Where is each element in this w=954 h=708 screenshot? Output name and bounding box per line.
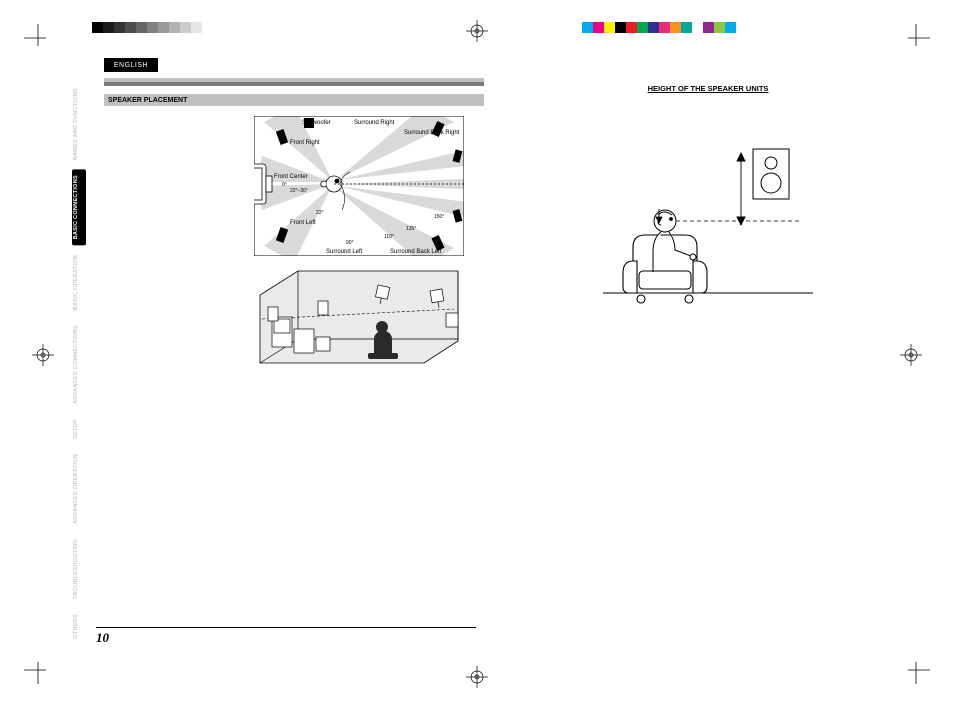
- page-number: 10: [96, 627, 476, 646]
- svg-text:Front Center: Front Center: [274, 174, 308, 180]
- reg-mark-bottom: [466, 666, 488, 688]
- nav-tab: SETUP: [72, 413, 86, 445]
- left-column: SPEAKER PLACEMENT: [104, 78, 484, 392]
- nav-tab: ADVANCED CONNECTIONS: [72, 319, 86, 410]
- nav-tab: OTHERS: [72, 608, 86, 645]
- right-column: HEIGHT OF THE SPEAKER UNITS: [528, 78, 888, 313]
- svg-text:Subwoofer: Subwoofer: [302, 120, 331, 126]
- svg-text:110°: 110°: [384, 234, 394, 240]
- page-area: ENGLISH NAMES AND FUNCTIONS BASIC CONNECT…: [48, 40, 906, 660]
- svg-text:Front Right: Front Right: [290, 140, 320, 146]
- svg-text:Surround Back Right: Surround Back Right: [404, 130, 460, 136]
- speaker-placement-diagram: Subwoofer Front Right Front Left Front C…: [254, 116, 464, 392]
- svg-text:135°: 135°: [406, 226, 416, 232]
- svg-text:Front Left: Front Left: [290, 220, 316, 226]
- nav-tab: BASIC OPERATION: [72, 249, 86, 316]
- header-rule: [104, 78, 484, 86]
- grayscale-bar: [92, 22, 213, 33]
- language-tab: ENGLISH: [104, 58, 158, 72]
- svg-text:Surround Back Left: Surround Back Left: [390, 249, 442, 255]
- speaker-room-diagram: [254, 267, 464, 387]
- svg-text:150°: 150°: [434, 214, 444, 220]
- svg-text:Surround Left: Surround Left: [326, 249, 363, 255]
- reg-mark-top: [466, 20, 488, 42]
- svg-text:90°: 90°: [346, 240, 354, 246]
- nav-tab: ADVANCED OPERATION: [72, 448, 86, 530]
- nav-tab: TROUBLESHOOTING: [72, 533, 86, 605]
- speaker-height-diagram: [603, 143, 813, 313]
- nav-tabs: NAMES AND FUNCTIONS BASIC CONNECTIONS BASI…: [72, 82, 86, 648]
- nav-tab: BASIC CONNECTIONS: [72, 169, 86, 245]
- svg-text:22°–30°: 22°–30°: [290, 188, 308, 194]
- svg-text:22°: 22°: [316, 210, 324, 216]
- svg-text:0°: 0°: [282, 182, 287, 188]
- section-title-bar: SPEAKER PLACEMENT: [104, 94, 484, 106]
- nav-tab: NAMES AND FUNCTIONS: [72, 82, 86, 166]
- right-heading: HEIGHT OF THE SPEAKER UNITS: [528, 84, 888, 93]
- cmyk-bar: [582, 22, 736, 33]
- svg-text:Surround Right: Surround Right: [354, 120, 395, 126]
